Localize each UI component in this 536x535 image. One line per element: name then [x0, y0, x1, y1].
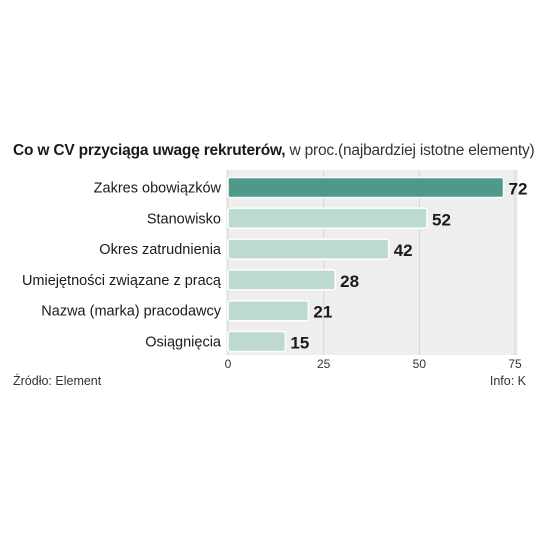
x-tick-label: 75 — [508, 357, 522, 371]
bar — [227, 207, 428, 230]
value-label: 15 — [290, 334, 309, 353]
x-tick-label: 25 — [317, 357, 331, 371]
x-tick-label: 50 — [413, 357, 427, 371]
category-label: Okres zatrudnienia — [99, 242, 222, 258]
value-label: 28 — [340, 272, 359, 291]
category-label: Nazwa (marka) pracodawcy — [41, 304, 221, 320]
bar — [227, 299, 310, 322]
category-label: Osiągnięcia — [145, 335, 222, 351]
info-note: Info: K — [489, 374, 526, 388]
chart-title-main: Co w CV przyciąga uwagę rekruterów, — [13, 142, 286, 159]
value-label: 52 — [432, 210, 451, 229]
category-label: Stanowisko — [147, 211, 221, 227]
chart-subtitle: w proc.(najbardziej istotne elementy) — [289, 142, 535, 159]
bar — [227, 269, 336, 291]
source-note: Źródło: Element — [13, 374, 102, 388]
value-label: 21 — [313, 303, 332, 322]
value-label: 42 — [394, 241, 413, 260]
category-label: Umiejętności związane z pracą — [22, 273, 222, 289]
bar — [227, 176, 505, 199]
x-tick-label: 0 — [225, 357, 232, 371]
category-label: Zakres obowiązków — [94, 181, 222, 197]
bar — [227, 238, 390, 260]
bar — [227, 330, 287, 353]
value-label: 72 — [509, 180, 528, 199]
chart-title: Co w CV przyciąga uwagę rekruterów, w pr… — [13, 142, 535, 160]
plot-background — [226, 170, 518, 355]
